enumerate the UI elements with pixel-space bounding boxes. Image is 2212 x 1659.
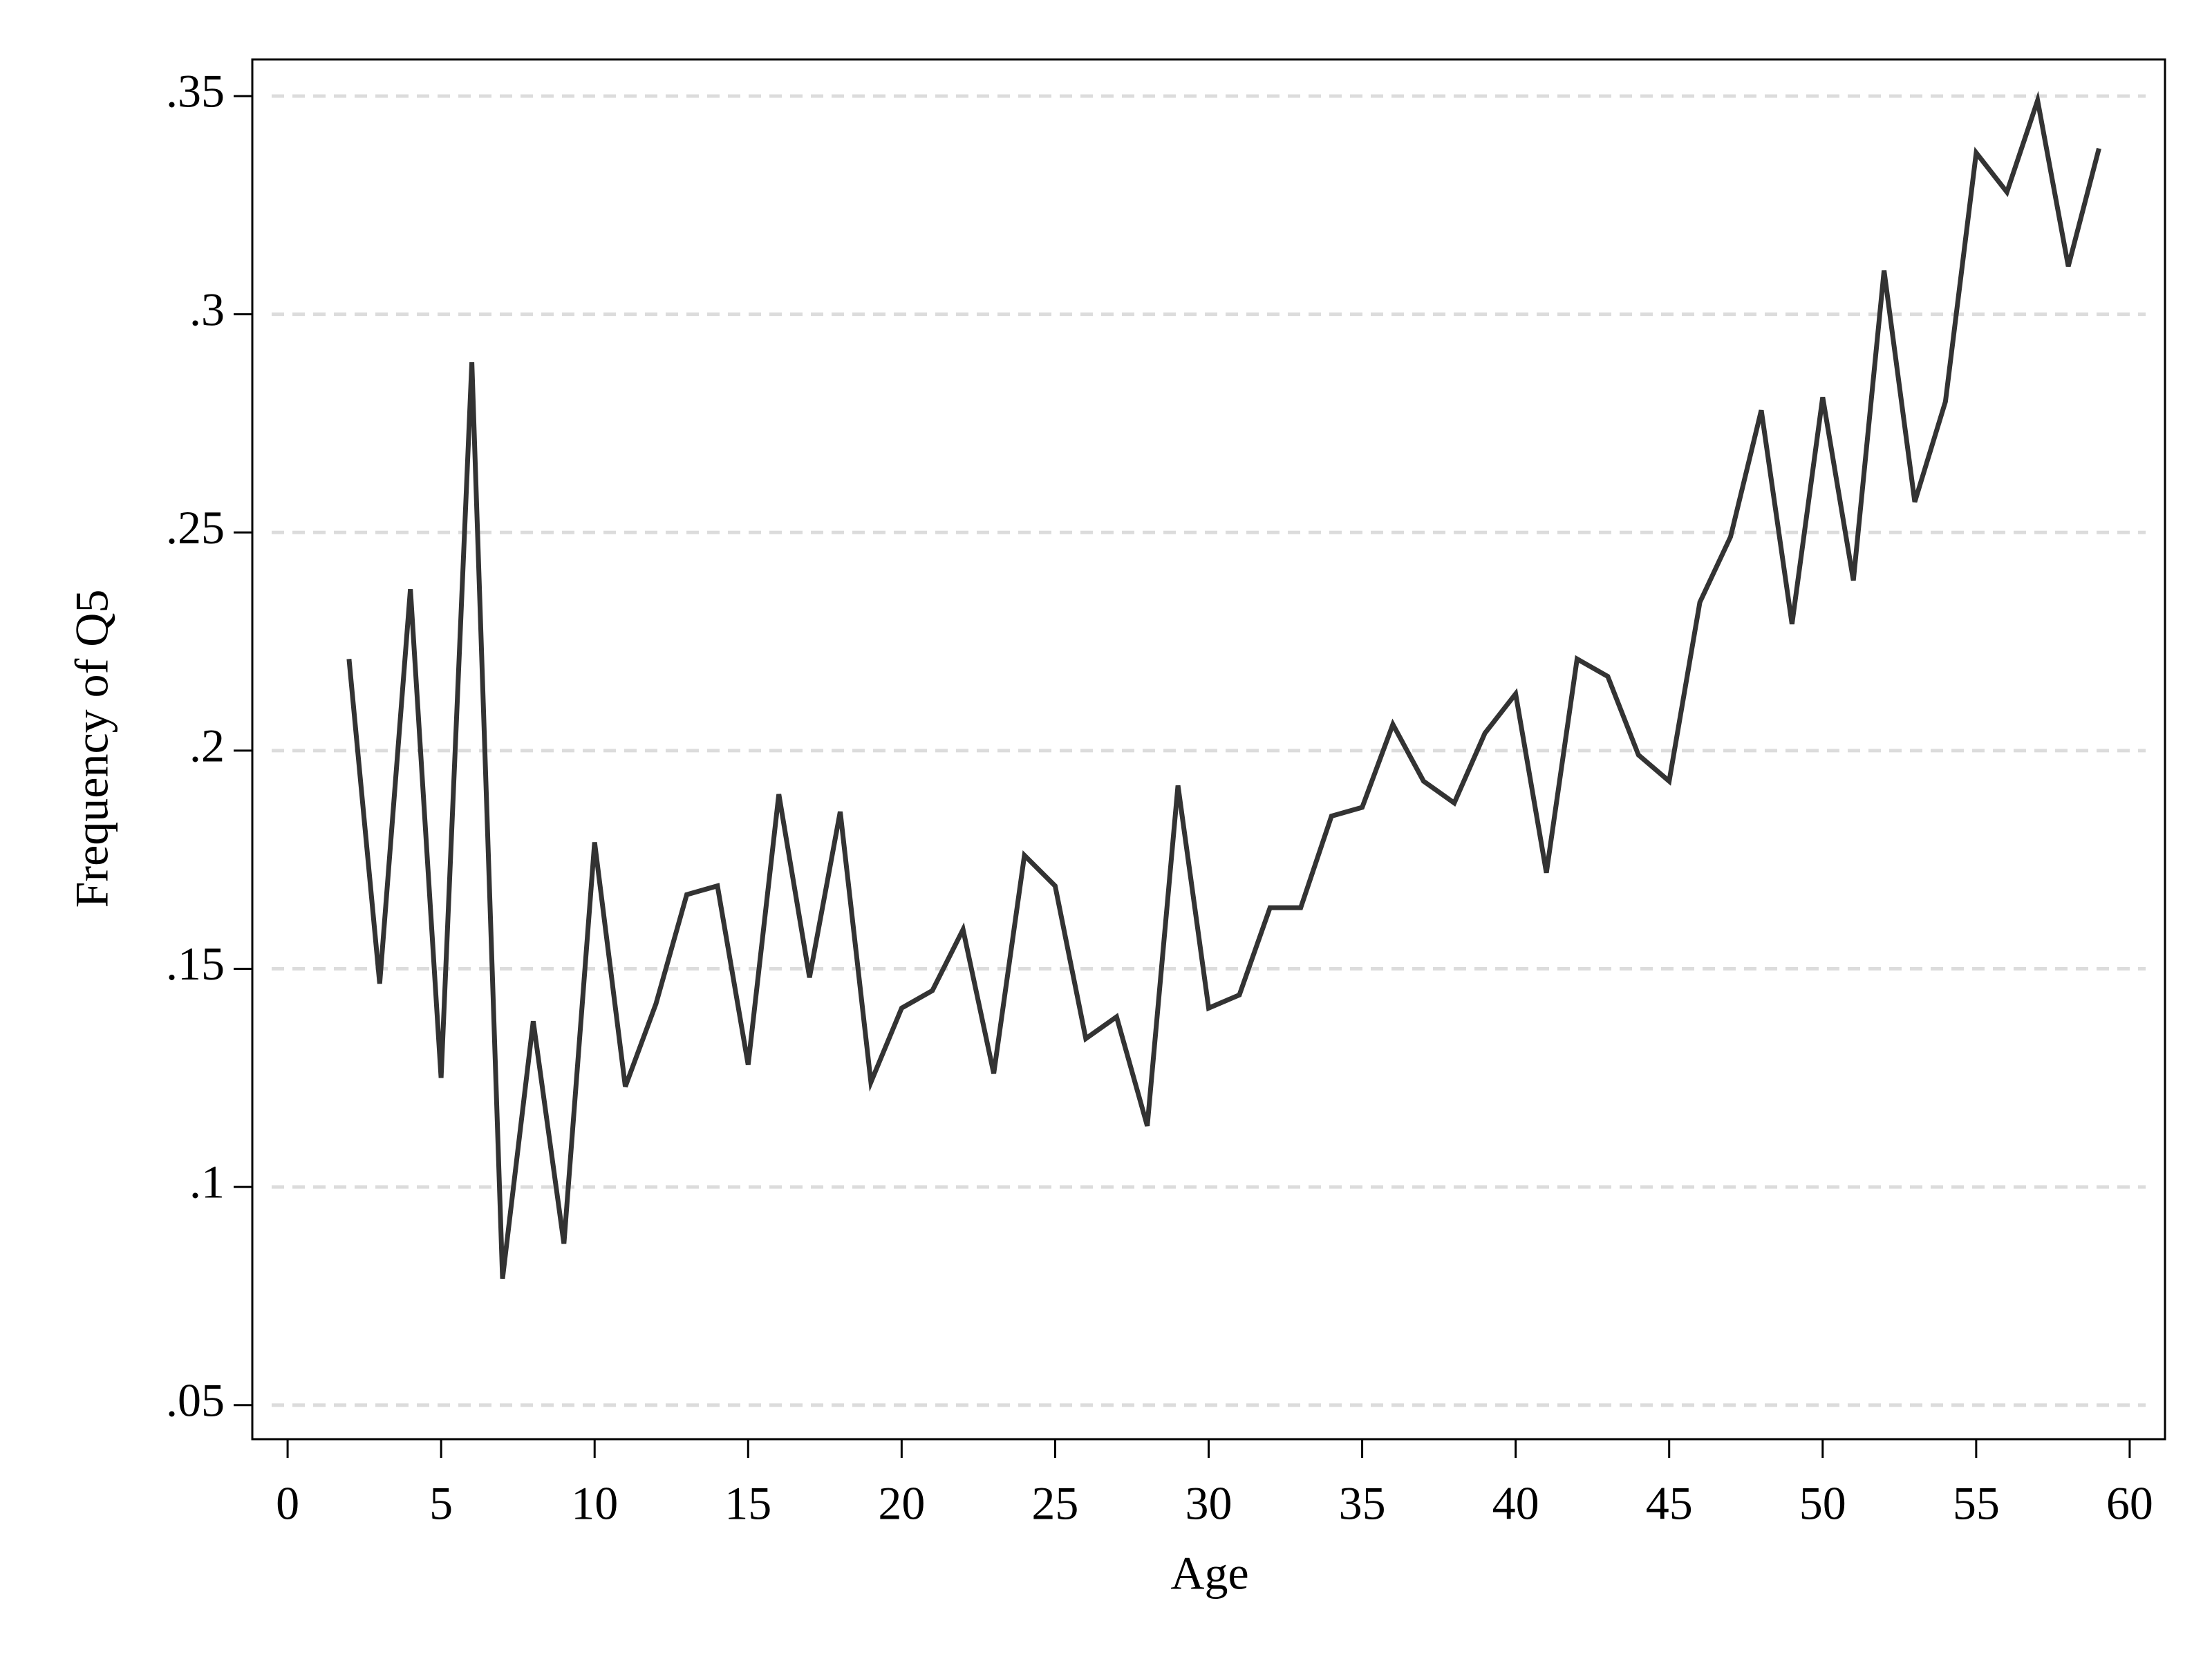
x-tick-label: 10: [571, 1477, 618, 1530]
y-tick-label: .05: [166, 1374, 225, 1426]
y-tick-label: .15: [166, 937, 225, 990]
x-tick-label: 50: [1799, 1477, 1846, 1530]
x-tick-label: 25: [1031, 1477, 1078, 1530]
x-tick-label: 0: [276, 1477, 299, 1530]
x-tick-label: 5: [429, 1477, 453, 1530]
x-tick-label: 30: [1185, 1477, 1232, 1530]
x-tick-label: 15: [724, 1477, 771, 1530]
x-axis-label: Age: [1170, 1547, 1248, 1600]
y-axis-label: Frequency of Q5: [66, 590, 118, 908]
y-tick-label: .35: [166, 65, 225, 118]
x-tick-label: 60: [2106, 1477, 2153, 1530]
x-tick-label: 40: [1492, 1477, 1539, 1530]
data-line: [346, 91, 2101, 1280]
x-tick-label: 45: [1646, 1477, 1693, 1530]
y-tick-label: .1: [189, 1156, 225, 1208]
x-tick-label: 35: [1339, 1477, 1386, 1530]
y-tick-label: .2: [189, 720, 225, 772]
y-tick-label: .3: [189, 283, 225, 335]
y-tick-label: .25: [166, 501, 225, 554]
x-tick-label: 55: [1953, 1477, 2000, 1530]
plot-frame: [251, 58, 2166, 1441]
x-tick-label: 20: [878, 1477, 925, 1530]
